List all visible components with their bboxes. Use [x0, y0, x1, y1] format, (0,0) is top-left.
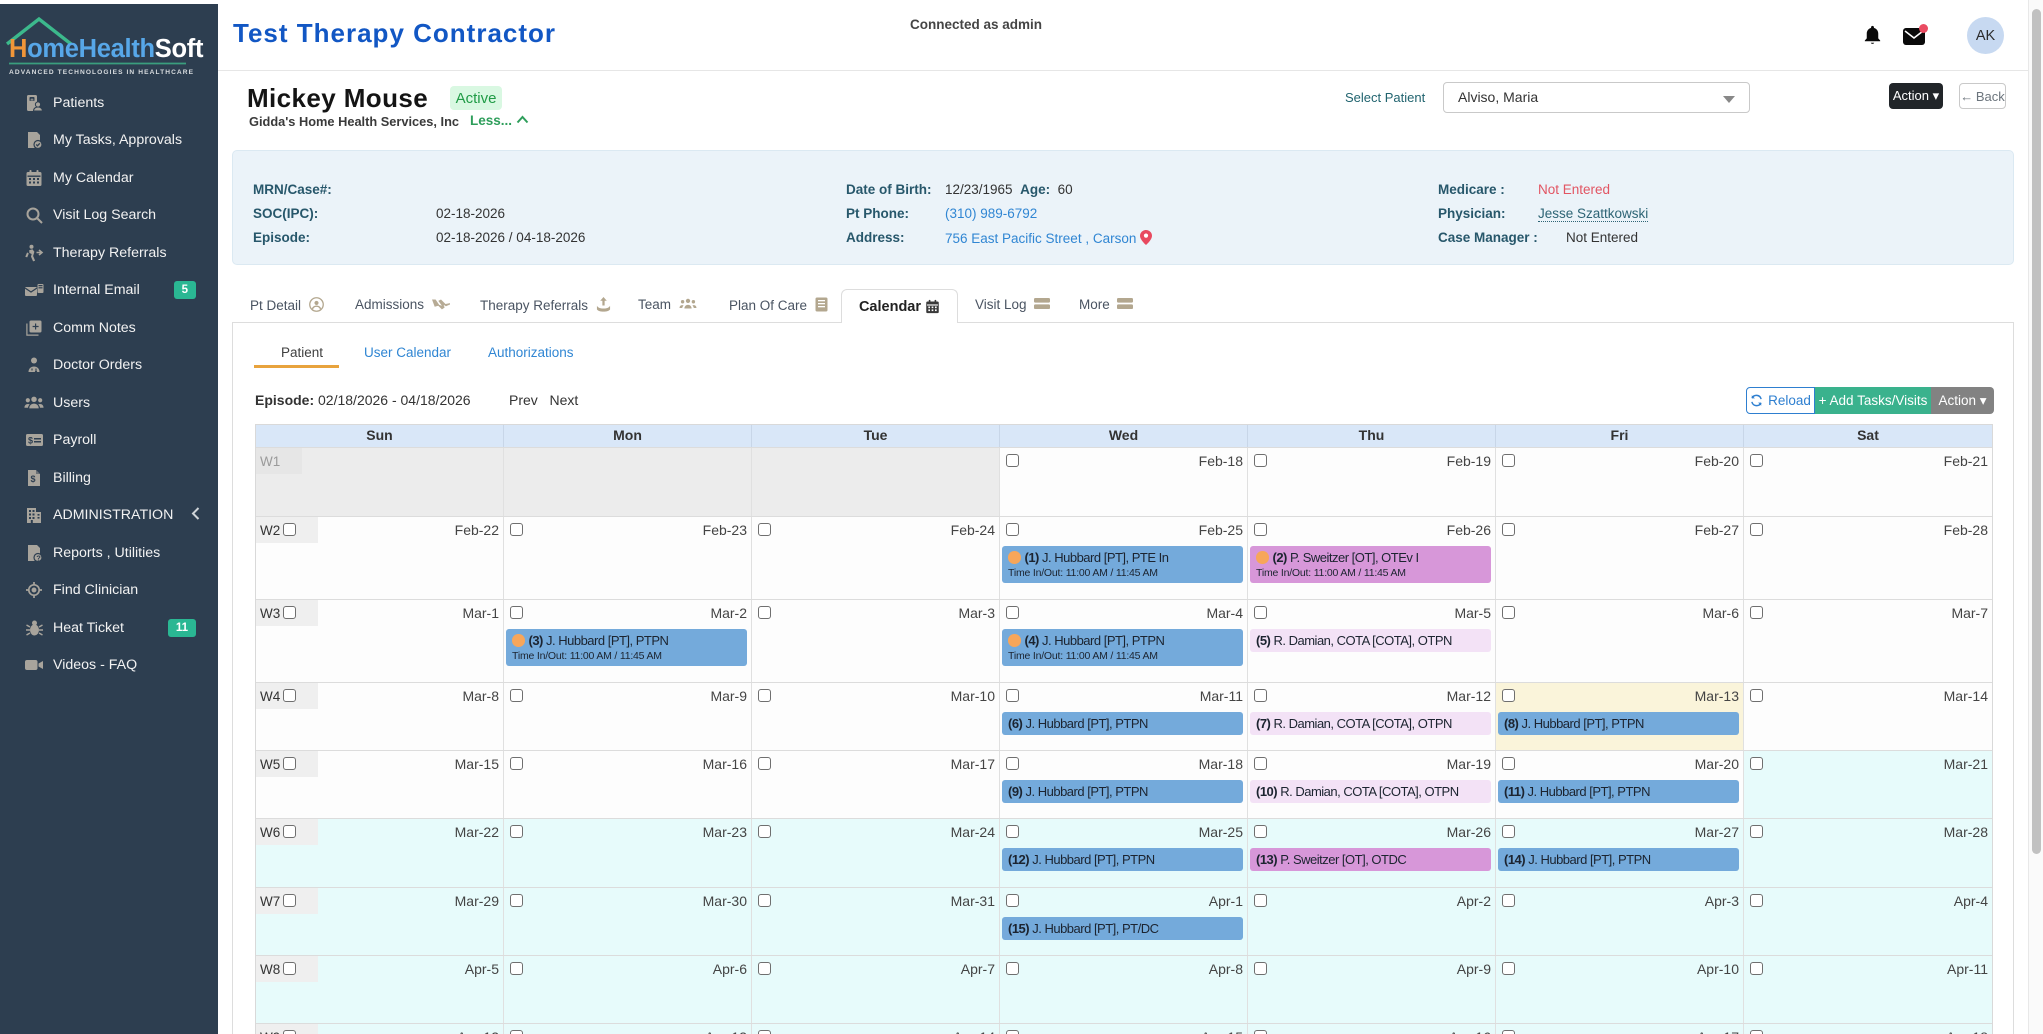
svg-text:ADVANCED TECHNOLOGIES IN HEALT: ADVANCED TECHNOLOGIES IN HEALTHCARE	[9, 69, 194, 76]
svg-text:HomeHealthSoft: HomeHealthSoft	[9, 35, 204, 63]
svg-text:?: ?	[36, 553, 41, 562]
svg-text:$: $	[31, 474, 36, 484]
svg-text:$: $	[28, 436, 33, 446]
